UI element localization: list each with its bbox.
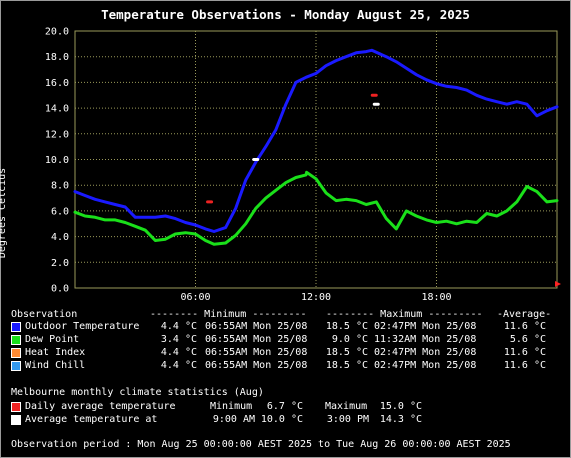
stats-row-max-time: 02:47PM Mon 25/08	[374, 347, 477, 358]
y-tick-label: 14.0	[45, 104, 69, 115]
stats-row-average: 5.6 °C	[509, 334, 546, 345]
series-lines	[73, 48, 559, 246]
climate-markers	[206, 93, 380, 204]
y-tick-label: 18.0	[45, 52, 69, 63]
y-tick-labels: 0.0 2.0 4.0 6.0 8.0 10.0 12.0 14.0 16.0 18.0 20.0	[45, 27, 69, 295]
climate-avgat-value1: 10.0 °C	[260, 414, 303, 425]
x-tick-labels: 06:00 12:00 18:00	[180, 292, 451, 300]
series-line-outdoor-temperature	[73, 48, 559, 233]
marker-average-temperature-at	[252, 158, 260, 161]
stats-row-min-time: 06:55AM Mon 25/08	[205, 347, 308, 358]
stats-row-label: Wind Chill	[25, 360, 86, 371]
marker-average-temperature-at	[372, 102, 380, 106]
stats-row-label: Outdoor Temperature	[25, 321, 140, 332]
marker-daily-average-temperature	[206, 200, 214, 204]
climate-avgat-value2: 14.3 °C	[379, 414, 422, 425]
stats-row-min-value: 4.4 °C	[160, 347, 197, 358]
x-tick-label: 12:00	[301, 292, 331, 300]
y-tick-label: 2.0	[51, 258, 69, 269]
y-tick-label: 6.0	[51, 206, 69, 217]
y-tick-label: 16.0	[45, 78, 69, 89]
climate-avgat-label: Average temperature at	[25, 414, 158, 425]
plot-area-border	[74, 30, 558, 289]
legend-swatch-dewpoint	[11, 335, 21, 345]
stats-row-label: Heat Index	[25, 347, 86, 358]
legend-swatch-average-at	[11, 415, 21, 425]
legend-swatch-heat-index	[11, 348, 21, 358]
stats-row-max-time: 02:47PM Mon 25/08	[374, 321, 477, 332]
stats-row-average: 11.6 °C	[503, 321, 546, 332]
stats-row-label: Dew Point	[25, 334, 80, 345]
y-tick-label: 20.0	[45, 27, 69, 38]
y-tick-label: 12.0	[45, 129, 69, 140]
y-tick-label: 0.0	[51, 284, 69, 295]
stats-row-max-value: 9.0 °C	[331, 334, 368, 345]
stats-row-average: 11.6 °C	[503, 360, 546, 371]
stats-row-max-time: 02:47PM Mon 25/08	[374, 360, 477, 371]
stats-row-min-value: 4.4 °C	[160, 360, 197, 371]
x-tick-label: 18:00	[421, 292, 451, 300]
temperature-chart: 0.02.04.06.08.010.012.014.016.018.020.0 …	[45, 27, 561, 300]
observation-period: Observation period : Mon Aug 25 00:00:00…	[11, 439, 511, 450]
climate-avgat-time1: 9:00 AM	[212, 414, 255, 425]
stats-header-average: -Average-	[497, 309, 552, 320]
stats-row-min-value: 4.4 °C	[160, 321, 197, 332]
arrow-right-icon	[555, 281, 561, 287]
stats-row-max-value: 18.5 °C	[325, 360, 368, 371]
stats-row-max-value: 18.5 °C	[325, 347, 368, 358]
stats-row-min-time: 06:55AM Mon 25/08	[205, 321, 308, 332]
stats-header-observation: Observation	[11, 309, 78, 320]
stats-header-minimum: -------- Minimum ---------	[150, 309, 307, 320]
stats-row-average: 11.6 °C	[503, 347, 546, 358]
climate-min-label: Minimum	[210, 401, 253, 412]
legend-swatch-daily-average	[11, 402, 21, 412]
grid-lines	[74, 30, 558, 289]
climate-heading: Melbourne monthly climate statistics (Au…	[11, 387, 264, 398]
legend-swatch-outdoor	[11, 322, 21, 332]
stats-row-min-value: 3.4 °C	[160, 334, 197, 345]
chart-title: Temperature Observations - Monday August…	[101, 7, 470, 22]
stats-row-max-value: 18.5 °C	[325, 321, 368, 332]
y-tick-label: 8.0	[51, 181, 69, 192]
climate-max-label: Maximum	[325, 401, 368, 412]
stats-row-min-time: 06:55AM Mon 25/08	[205, 360, 308, 371]
y-tick-label: 4.0	[51, 232, 69, 243]
x-tick-label: 06:00	[180, 292, 210, 300]
climate-min-value: 6.7 °C	[266, 401, 303, 412]
climate-max-value: 15.0 °C	[379, 401, 422, 412]
stats-row-min-time: 06:55AM Mon 25/08	[205, 334, 308, 345]
y-tick-label: 10.0	[45, 155, 69, 166]
series-line-dew-point	[73, 170, 559, 246]
climate-daily-label: Daily average temperature	[25, 401, 176, 412]
climate-avgat-time2: 3:00 PM	[326, 414, 369, 425]
stats-header-maximum: -------- Maximum ---------	[326, 309, 483, 320]
legend-swatch-wind-chill	[11, 361, 21, 371]
marker-daily-average-temperature	[370, 93, 378, 97]
stats-row-max-time: 11:32AM Mon 25/08	[374, 334, 477, 345]
